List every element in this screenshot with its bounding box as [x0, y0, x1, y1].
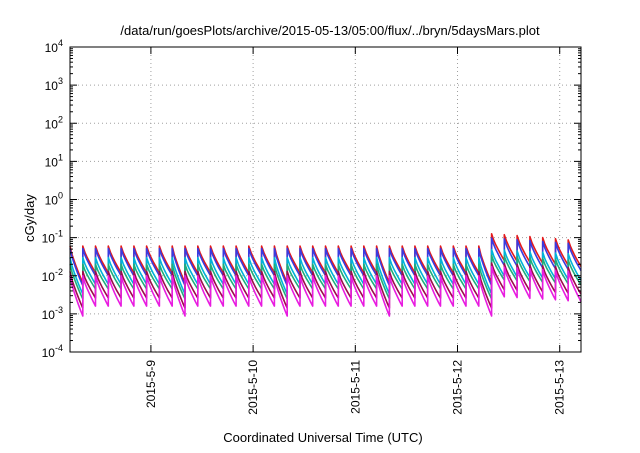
y-axis-label: cGy/day	[22, 194, 37, 242]
y-tick-label: 10-3	[42, 305, 63, 322]
y-tick-label: 103	[45, 76, 63, 93]
x-tick-label: 2015-5-11	[348, 360, 362, 414]
y-tick-label: 102	[45, 114, 63, 131]
series-layer	[69, 233, 582, 317]
y-tick-label: 10-4	[42, 343, 63, 360]
x-axis-label: Coordinated Universal Time (UTC)	[223, 430, 422, 445]
y-tick-label: 10-2	[42, 267, 63, 284]
y-tick-label: 104	[45, 38, 63, 55]
ticks-layer: 10-4 10-3 10-2 10-1 100 101 102 103 104 2015-5-9 2…	[42, 38, 581, 415]
x-tick-label: 2015-5-12	[451, 360, 465, 415]
chart-title: /data/run/goesPlots/archive/2015-05-13/0…	[120, 23, 540, 38]
grid-lines	[70, 47, 581, 352]
y-tick-label: 101	[45, 152, 63, 169]
x-tick-label: 2015-5-10	[246, 360, 260, 415]
x-tick-label: 2015-5-9	[144, 360, 158, 408]
y-tick-label: 10-1	[42, 229, 63, 246]
x-tick-label: 2015-5-13	[553, 360, 567, 415]
y-tick-label: 100	[45, 191, 63, 208]
series-line	[69, 265, 582, 317]
